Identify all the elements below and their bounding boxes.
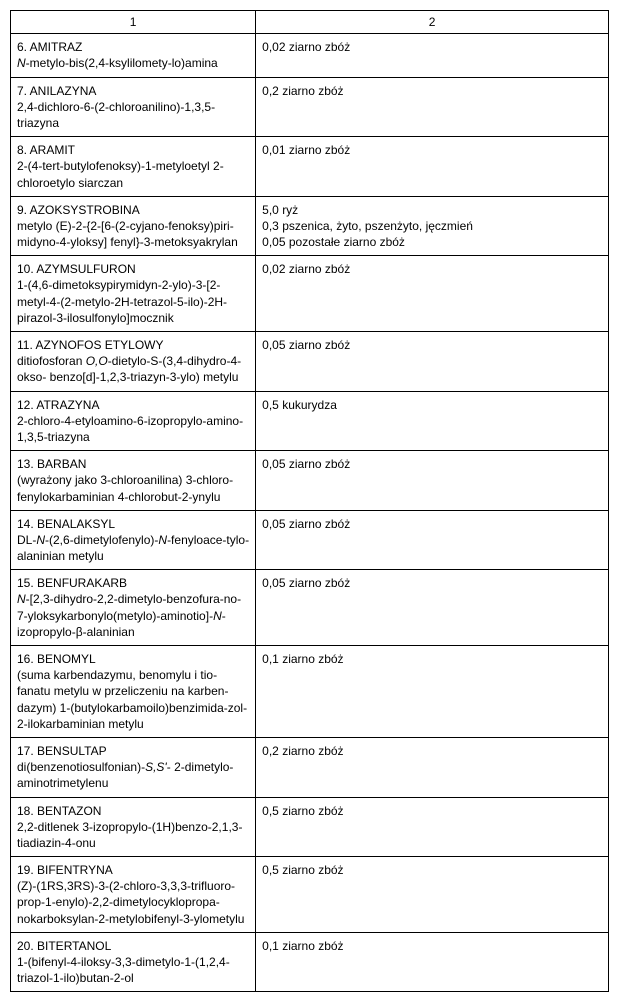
header-col-2: 2 <box>256 11 609 34</box>
cell-value: 0,01 ziarno zbóż <box>256 137 609 197</box>
substance-description: 2,2-ditlenek 3-izopropylo-(1H)benzo-2,1,… <box>17 819 249 851</box>
value-line: 0,05 ziarno zbóż <box>262 516 602 532</box>
cell-value: 0,05 ziarno zbóż <box>256 451 609 511</box>
table-row: 20. BITERTANOL1-(bifenyl-4-iloksy-3,3-di… <box>11 932 609 992</box>
cell-value: 0,02 ziarno zbóż <box>256 256 609 332</box>
substance-description: ditiofosforan O,O-dietylo-S-(3,4-dihydro… <box>17 353 249 385</box>
substance-description: 2-chloro-4-etyloamino-6-izopropylo-amino… <box>17 413 249 445</box>
value-line: 0,05 ziarno zbóż <box>262 456 602 472</box>
cell-substance: 12. ATRAZYNA2-chloro-4-etyloamino-6-izop… <box>11 391 256 451</box>
header-row: 1 2 <box>11 11 609 34</box>
cell-value: 0,5 ziarno zbóż <box>256 797 609 857</box>
substance-description: N-metylo-bis(2,4-ksylilomety-lo)amina <box>17 55 249 71</box>
substance-description: DL-N-(2,6-dimetylofenylo)-N-fenyloace-ty… <box>17 532 249 564</box>
cell-substance: 19. BIFENTRYNA(Z)-(1RS,3RS)-3-(2-chloro-… <box>11 857 256 933</box>
substance-description: 1-(bifenyl-4-iloksy-3,3-dimetylo-1-(1,2,… <box>17 954 249 986</box>
substance-name: 9. AZOKSYSTROBINA <box>17 202 249 218</box>
table-row: 8. ARAMIT2-(4-tert-butylofenoksy)-1-mety… <box>11 137 609 197</box>
table-row: 19. BIFENTRYNA(Z)-(1RS,3RS)-3-(2-chloro-… <box>11 857 609 933</box>
cell-value: 0,2 ziarno zbóż <box>256 737 609 797</box>
value-line: 0,05 pozostałe ziarno zbóż <box>262 234 602 250</box>
header-col-1: 1 <box>11 11 256 34</box>
table-row: 17. BENSULTAPdi(benzenotiosulfonian)-S,S… <box>11 737 609 797</box>
cell-value: 0,1 ziarno zbóż <box>256 646 609 738</box>
value-line: 0,5 ziarno zbóż <box>262 862 602 878</box>
table-row: 6. AMITRAZN-metylo-bis(2,4-ksylilomety-l… <box>11 34 609 77</box>
cell-value: 0,05 ziarno zbóż <box>256 570 609 646</box>
substance-name: 6. AMITRAZ <box>17 39 249 55</box>
cell-substance: 16. BENOMYL(suma karbendazymu, benomylu … <box>11 646 256 738</box>
cell-value: 0,02 ziarno zbóż <box>256 34 609 77</box>
cell-substance: 6. AMITRAZN-metylo-bis(2,4-ksylilomety-l… <box>11 34 256 77</box>
value-line: 0,1 ziarno zbóż <box>262 938 602 954</box>
value-line: 0,02 ziarno zbóż <box>262 261 602 277</box>
cell-value: 0,2 ziarno zbóż <box>256 77 609 137</box>
substance-name: 8. ARAMIT <box>17 142 249 158</box>
cell-value: 0,5 kukurydza <box>256 391 609 451</box>
cell-substance: 15. BENFURAKARBN-[2,3-dihydro-2,2-dimety… <box>11 570 256 646</box>
table-row: 18. BENTAZON2,2-ditlenek 3-izopropylo-(1… <box>11 797 609 857</box>
table-row: 16. BENOMYL(suma karbendazymu, benomylu … <box>11 646 609 738</box>
value-line: 0,2 ziarno zbóż <box>262 83 602 99</box>
substance-name: 11. AZYNOFOS ETYLOWY <box>17 337 249 353</box>
table-row: 13. BARBAN(wyrażony jako 3-chloroanilina… <box>11 451 609 511</box>
cell-substance: 11. AZYNOFOS ETYLOWYditiofosforan O,O-di… <box>11 332 256 392</box>
cell-value: 0,05 ziarno zbóż <box>256 332 609 392</box>
table-row: 11. AZYNOFOS ETYLOWYditiofosforan O,O-di… <box>11 332 609 392</box>
value-line: 0,1 ziarno zbóż <box>262 651 602 667</box>
substance-name: 17. BENSULTAP <box>17 743 249 759</box>
substance-description: N-[2,3-dihydro-2,2-dimetylo-benzofura-no… <box>17 591 249 640</box>
substance-name: 16. BENOMYL <box>17 651 249 667</box>
value-line: 0,05 ziarno zbóż <box>262 337 602 353</box>
value-line: 0,05 ziarno zbóż <box>262 575 602 591</box>
substance-name: 18. BENTAZON <box>17 803 249 819</box>
substance-name: 14. BENALAKSYL <box>17 516 249 532</box>
substance-name: 12. ATRAZYNA <box>17 397 249 413</box>
cell-substance: 13. BARBAN(wyrażony jako 3-chloroanilina… <box>11 451 256 511</box>
substance-name: 10. AZYMSULFURON <box>17 261 249 277</box>
cell-substance: 10. AZYMSULFURON1-(4,6-dimetoksypirymidy… <box>11 256 256 332</box>
table-row: 7. ANILAZYNA2,4-dichloro-6-(2-chloroanil… <box>11 77 609 137</box>
value-line: 5,0 ryż <box>262 202 602 218</box>
substance-description: (suma karbendazymu, benomylu i tio-fanat… <box>17 667 249 732</box>
value-line: 0,5 kukurydza <box>262 397 602 413</box>
substance-name: 13. BARBAN <box>17 456 249 472</box>
substance-description: metylo (E)-2-{2-[6-(2-cyjano-fenoksy)pir… <box>17 218 249 250</box>
cell-substance: 14. BENALAKSYLDL-N-(2,6-dimetylofenylo)-… <box>11 510 256 570</box>
table-row: 10. AZYMSULFURON1-(4,6-dimetoksypirymidy… <box>11 256 609 332</box>
substance-description: 1-(4,6-dimetoksypirymidyn-2-ylo)-3-[2-me… <box>17 277 249 326</box>
value-line: 0,02 ziarno zbóż <box>262 39 602 55</box>
cell-substance: 18. BENTAZON2,2-ditlenek 3-izopropylo-(1… <box>11 797 256 857</box>
substance-description: (Z)-(1RS,3RS)-3-(2-chloro-3,3,3-trifluor… <box>17 878 249 927</box>
substance-name: 20. BITERTANOL <box>17 938 249 954</box>
value-line: 0,5 ziarno zbóż <box>262 803 602 819</box>
substance-description: di(benzenotiosulfonian)-S,S'- 2-dimetylo… <box>17 759 249 791</box>
substance-description: 2-(4-tert-butylofenoksy)-1-metyloetyl 2-… <box>17 158 249 190</box>
table-row: 12. ATRAZYNA2-chloro-4-etyloamino-6-izop… <box>11 391 609 451</box>
cell-value: 5,0 ryż0,3 pszenica, żyto, pszenżyto, ję… <box>256 196 609 256</box>
pesticide-table: 1 2 6. AMITRAZN-metylo-bis(2,4-ksylilome… <box>10 10 609 992</box>
cell-substance: 17. BENSULTAPdi(benzenotiosulfonian)-S,S… <box>11 737 256 797</box>
substance-name: 15. BENFURAKARB <box>17 575 249 591</box>
value-line: 0,3 pszenica, żyto, pszenżyto, jęczmień <box>262 218 602 234</box>
value-line: 0,2 ziarno zbóż <box>262 743 602 759</box>
table-row: 14. BENALAKSYLDL-N-(2,6-dimetylofenylo)-… <box>11 510 609 570</box>
table-row: 15. BENFURAKARBN-[2,3-dihydro-2,2-dimety… <box>11 570 609 646</box>
substance-name: 7. ANILAZYNA <box>17 83 249 99</box>
cell-substance: 9. AZOKSYSTROBINAmetylo (E)-2-{2-[6-(2-c… <box>11 196 256 256</box>
cell-value: 0,05 ziarno zbóż <box>256 510 609 570</box>
cell-value: 0,1 ziarno zbóż <box>256 932 609 992</box>
table-row: 9. AZOKSYSTROBINAmetylo (E)-2-{2-[6-(2-c… <box>11 196 609 256</box>
substance-description: (wyrażony jako 3-chloroanilina) 3-chloro… <box>17 472 249 504</box>
cell-substance: 8. ARAMIT2-(4-tert-butylofenoksy)-1-mety… <box>11 137 256 197</box>
cell-substance: 7. ANILAZYNA2,4-dichloro-6-(2-chloroanil… <box>11 77 256 137</box>
substance-description: 2,4-dichloro-6-(2-chloroanilino)-1,3,5-t… <box>17 99 249 131</box>
cell-substance: 20. BITERTANOL1-(bifenyl-4-iloksy-3,3-di… <box>11 932 256 992</box>
value-line: 0,01 ziarno zbóż <box>262 142 602 158</box>
cell-value: 0,5 ziarno zbóż <box>256 857 609 933</box>
substance-name: 19. BIFENTRYNA <box>17 862 249 878</box>
